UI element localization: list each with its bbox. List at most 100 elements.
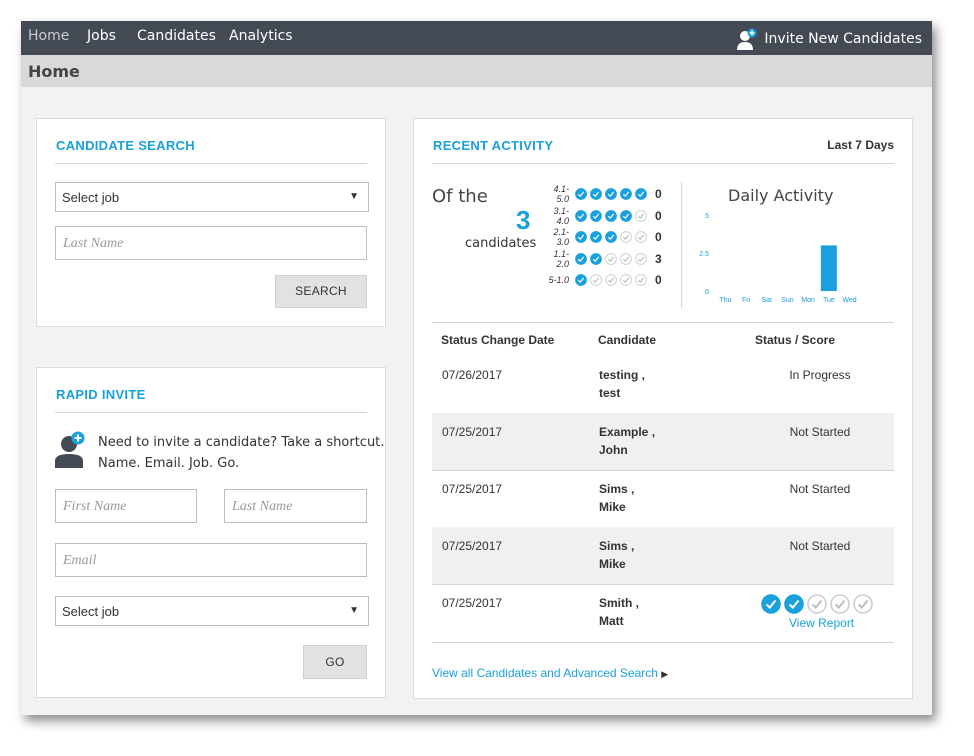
score-count: 0 bbox=[655, 230, 662, 244]
status-text: In Progress bbox=[789, 368, 851, 382]
check-empty-icon bbox=[830, 594, 850, 614]
view-all-candidates-link[interactable]: View all Candidates and Advanced Search … bbox=[432, 666, 668, 680]
check-filled-icon bbox=[575, 188, 587, 200]
check-empty-icon bbox=[635, 252, 647, 265]
nav-analytics[interactable]: Analytics bbox=[229, 28, 293, 44]
score-count: 3 bbox=[655, 251, 662, 266]
check-filled-icon bbox=[620, 209, 632, 222]
check-empty-icon bbox=[605, 274, 617, 286]
card-divider bbox=[432, 163, 894, 164]
chart-title: Daily Activity bbox=[728, 186, 834, 205]
score-range-label: 2.1-3.0 bbox=[553, 227, 569, 247]
score-range-label: 5-1.0 bbox=[548, 275, 569, 285]
dropdown-caret-icon: ▼ bbox=[349, 605, 359, 616]
check-filled-icon bbox=[575, 209, 587, 222]
view-report-link[interactable]: View Report bbox=[789, 616, 855, 630]
of-the-label: Of the bbox=[432, 186, 488, 207]
rapid-invite-line2: Name. Email. Job. Go. bbox=[98, 456, 240, 471]
row-divider bbox=[432, 470, 894, 471]
check-empty-icon bbox=[635, 231, 647, 243]
invite-new-candidates-link[interactable]: Invite New Candidates bbox=[737, 27, 922, 51]
status-text: Not Started bbox=[789, 425, 851, 439]
score-checks bbox=[761, 594, 876, 619]
check-empty-icon bbox=[620, 252, 632, 265]
check-empty-icon bbox=[605, 252, 617, 265]
score-row: 4.1-5.0 0 bbox=[541, 184, 662, 204]
candidate-last-name: Example , bbox=[599, 425, 656, 439]
first-name-input[interactable]: First Name bbox=[55, 489, 197, 523]
status-change-date: 07/25/2017 bbox=[442, 425, 503, 439]
y-tick-label: 5 bbox=[705, 213, 709, 220]
status-change-date: 07/25/2017 bbox=[442, 539, 503, 553]
x-tick-label: Sun bbox=[781, 297, 794, 304]
row-divider bbox=[432, 642, 894, 643]
check-filled-icon bbox=[784, 594, 804, 614]
check-empty-icon bbox=[620, 231, 632, 243]
search-button[interactable]: SEARCH bbox=[275, 275, 367, 308]
card-divider bbox=[55, 412, 367, 413]
check-filled-icon bbox=[590, 188, 602, 200]
last-name-input[interactable]: Last Name bbox=[224, 489, 367, 523]
candidate-search-last-name-input[interactable]: Last Name bbox=[55, 226, 367, 260]
rapid-invite-card bbox=[36, 367, 386, 698]
row-divider bbox=[432, 584, 894, 585]
candidate-search-job-select[interactable]: Select job ▼ bbox=[55, 182, 369, 212]
score-count: 0 bbox=[655, 208, 662, 223]
rapid-invite-job-select[interactable]: Select job ▼ bbox=[55, 596, 369, 626]
score-range-label: 3.1-4.0 bbox=[553, 205, 569, 226]
view-all-label: View all Candidates and Advanced Search bbox=[432, 666, 658, 680]
table-row[interactable] bbox=[432, 527, 894, 584]
score-row: 2.1-3.0 0 bbox=[541, 227, 662, 247]
score-row: 3.1-4.0 0 bbox=[541, 205, 662, 226]
check-filled-icon bbox=[590, 209, 602, 222]
status-text: Not Started bbox=[789, 482, 851, 496]
candidate-count: 3 bbox=[516, 205, 531, 235]
add-user-icon bbox=[55, 431, 85, 468]
nav-home[interactable]: Home bbox=[28, 28, 70, 44]
check-filled-icon bbox=[605, 209, 617, 222]
candidate-first-name: John bbox=[599, 443, 628, 457]
rapid-invite-description: Need to invite a candidate? Take a short… bbox=[98, 432, 384, 474]
table-row[interactable] bbox=[432, 413, 894, 470]
period-label: Last 7 Days bbox=[827, 138, 894, 152]
add-user-icon bbox=[737, 28, 757, 50]
daily-activity-chart: 5 2.5 0 Thu Fri Sat Sun Mon Tue Wed bbox=[699, 213, 857, 304]
x-tick-label: Fri bbox=[742, 297, 751, 304]
check-empty-icon bbox=[635, 274, 647, 286]
x-tick-label: Tue bbox=[823, 297, 835, 304]
invite-new-candidates-label: Invite New Candidates bbox=[764, 31, 922, 47]
check-empty-icon bbox=[620, 274, 632, 286]
score-range-label: 4.1-5.0 bbox=[553, 184, 569, 204]
check-filled-icon bbox=[605, 188, 617, 200]
check-filled-icon bbox=[620, 188, 632, 200]
col-header-candidate: Candidate bbox=[598, 333, 657, 347]
job-select-value: Select job bbox=[62, 604, 120, 619]
go-button[interactable]: GO bbox=[303, 645, 367, 679]
check-filled-icon bbox=[575, 274, 587, 286]
candidate-last-name: Sims , bbox=[599, 539, 635, 553]
status-change-date: 07/25/2017 bbox=[442, 482, 503, 496]
candidate-first-name: test bbox=[599, 386, 621, 400]
x-tick-label: Thu bbox=[719, 297, 731, 304]
caret-right-icon: ▶ bbox=[661, 669, 669, 679]
candidate-first-name: Matt bbox=[599, 614, 624, 628]
recent-activity-title: RECENT ACTIVITY bbox=[433, 138, 554, 153]
check-filled-icon bbox=[605, 231, 617, 243]
score-row: 1.1-2.0 3 bbox=[541, 248, 662, 269]
col-header-status: Status / Score bbox=[755, 333, 836, 347]
table-row[interactable] bbox=[432, 470, 894, 527]
check-empty-icon bbox=[853, 594, 873, 614]
y-tick-label: 2.5 bbox=[699, 251, 709, 258]
score-row: 5-1.0 0 bbox=[541, 272, 661, 288]
nav-jobs[interactable]: Jobs bbox=[87, 28, 116, 44]
check-filled-icon bbox=[575, 252, 587, 265]
email-input[interactable]: Email bbox=[55, 543, 367, 577]
nav-candidates[interactable]: Candidates bbox=[137, 28, 216, 44]
score-count: 0 bbox=[655, 187, 662, 201]
x-tick-label: Wed bbox=[842, 297, 856, 304]
candidate-first-name: Mike bbox=[599, 500, 626, 514]
vertical-divider bbox=[681, 182, 682, 308]
score-range-label: 1.1-2.0 bbox=[553, 248, 569, 269]
rapid-invite-title: RAPID INVITE bbox=[56, 387, 146, 402]
table-row[interactable] bbox=[432, 356, 894, 413]
